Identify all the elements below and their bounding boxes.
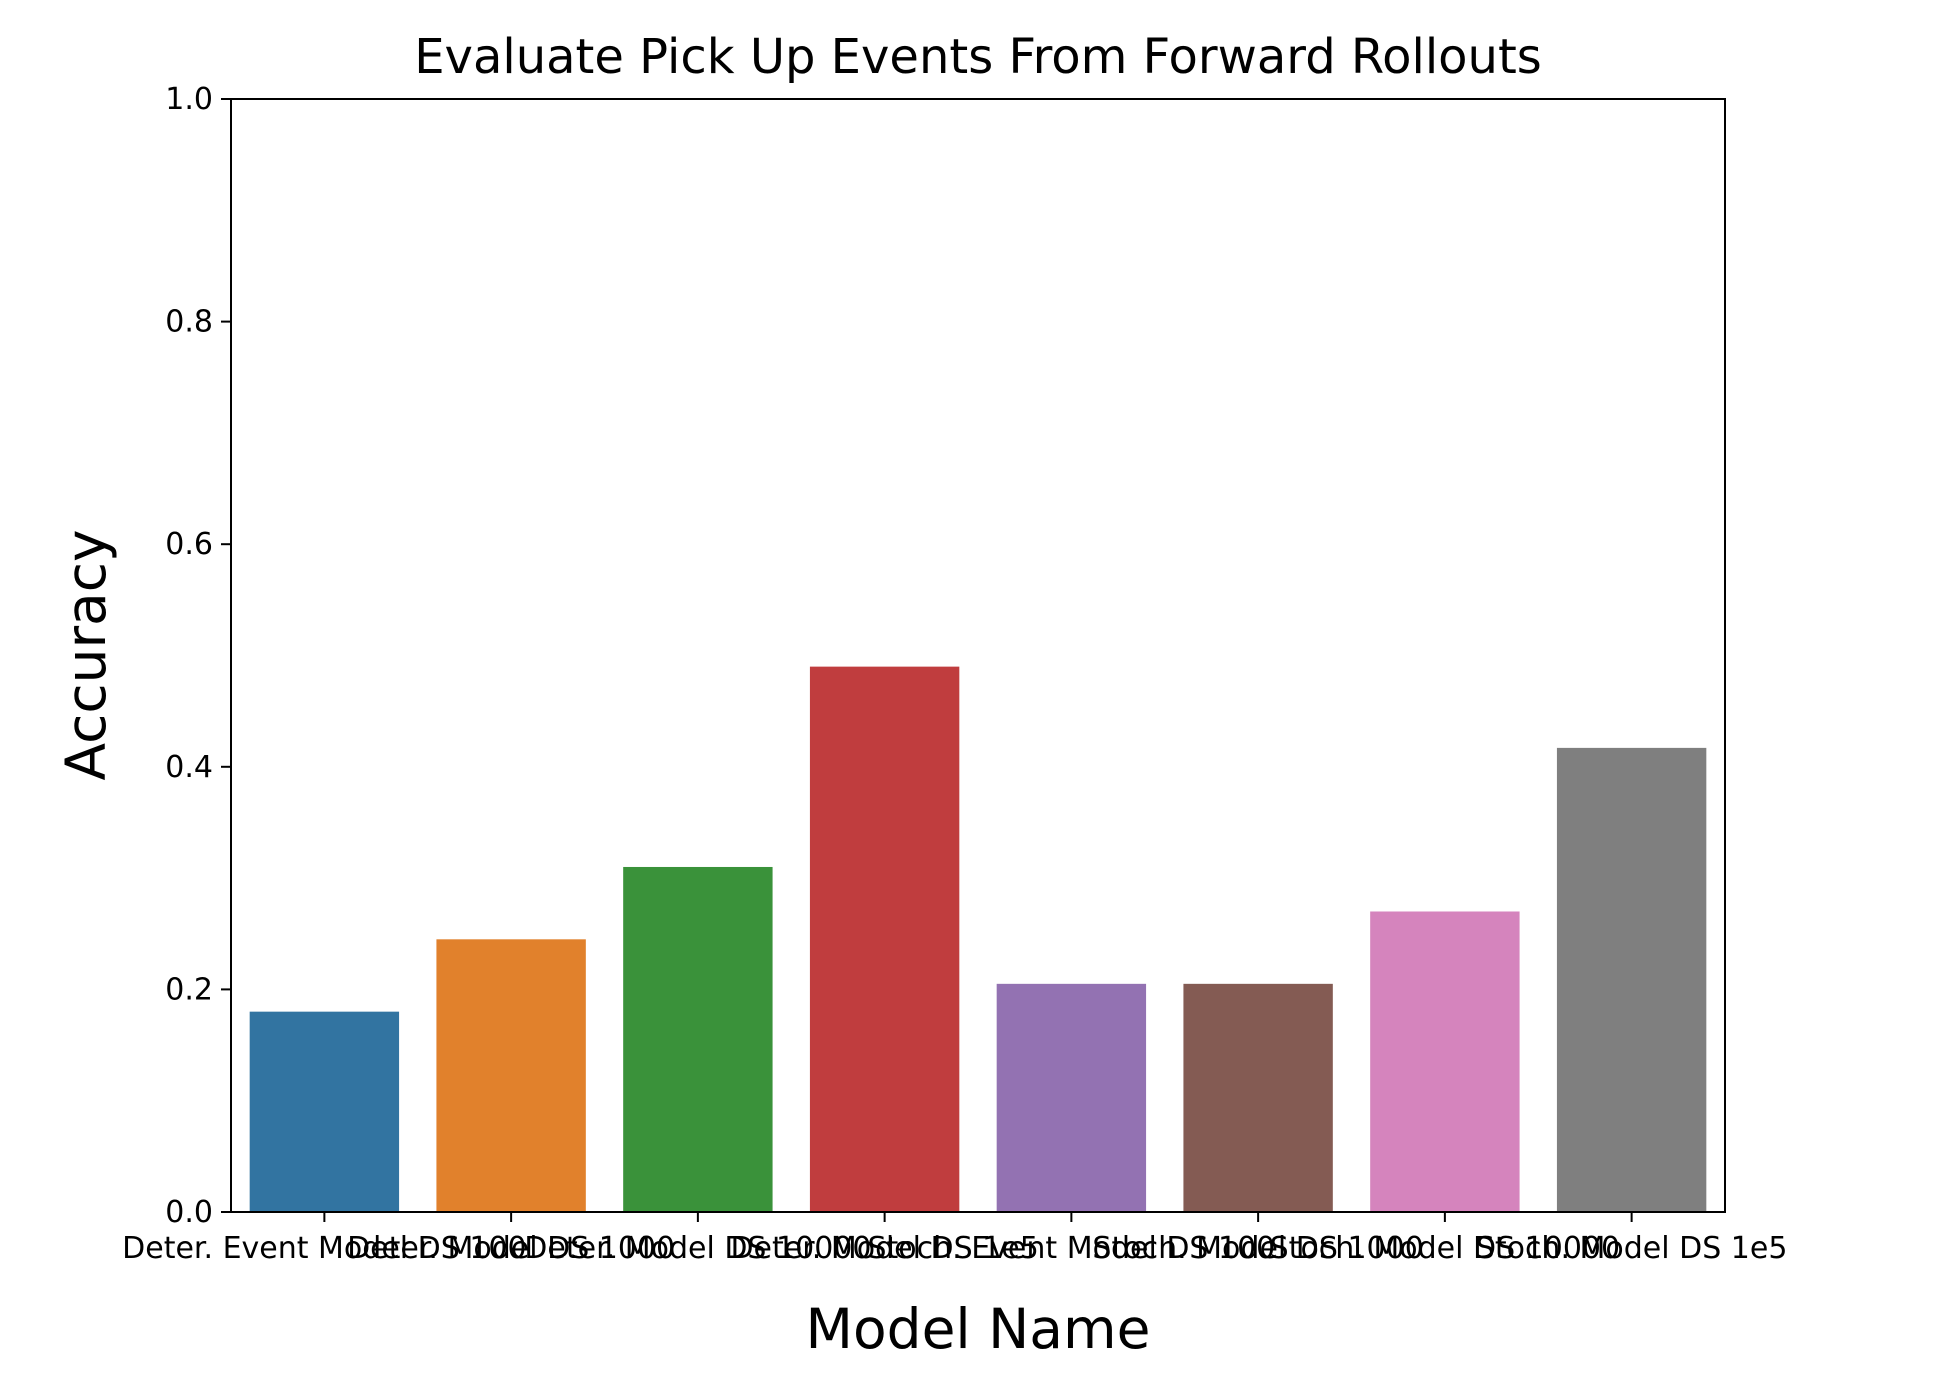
bar bbox=[249, 1011, 400, 1212]
x-tick-label: Stoch. Model DS 1e5 bbox=[1476, 1231, 1788, 1266]
y-tick-label: 0.2 bbox=[165, 972, 213, 1007]
bar bbox=[1370, 911, 1520, 1212]
chart-title: Evaluate Pick Up Events From Forward Rol… bbox=[414, 29, 1542, 85]
x-tick-label: Deter. Model DS 1e5 bbox=[730, 1231, 1038, 1266]
x-tick-label: Stoch. Model DS 1000 bbox=[1092, 1231, 1423, 1266]
x-axis-label: Model Name bbox=[806, 1297, 1151, 1361]
bar bbox=[1183, 983, 1333, 1212]
y-tick-label: 0.0 bbox=[165, 1195, 213, 1230]
bars-group bbox=[249, 666, 1707, 1212]
bar bbox=[996, 983, 1147, 1212]
y-axis: 0.0 0.2 0.4 0.6 0.8 1.0 bbox=[165, 82, 231, 1230]
bar bbox=[1556, 747, 1707, 1212]
x-tick-label: Deter. Model DS 1000 bbox=[347, 1231, 675, 1266]
x-tick-label: Stoch. Event Model DS 100 bbox=[867, 1231, 1275, 1266]
y-tick-label: 0.4 bbox=[165, 750, 213, 785]
x-tick-label: Stoch. Model DS 10000 bbox=[1270, 1231, 1620, 1266]
bar bbox=[623, 866, 773, 1212]
bar bbox=[809, 666, 960, 1212]
x-tick-label: Deter. Event Model DS 100 bbox=[122, 1231, 526, 1266]
bar bbox=[436, 939, 586, 1212]
y-tick-label: 1.0 bbox=[165, 82, 213, 117]
plot-frame bbox=[230, 98, 1726, 1213]
x-tick-label: Deter. Model DS 10000 bbox=[524, 1231, 871, 1266]
y-tick-label: 0.8 bbox=[165, 305, 213, 340]
y-tick-label: 0.6 bbox=[165, 527, 213, 562]
y-axis-label: Accuracy bbox=[54, 529, 118, 780]
